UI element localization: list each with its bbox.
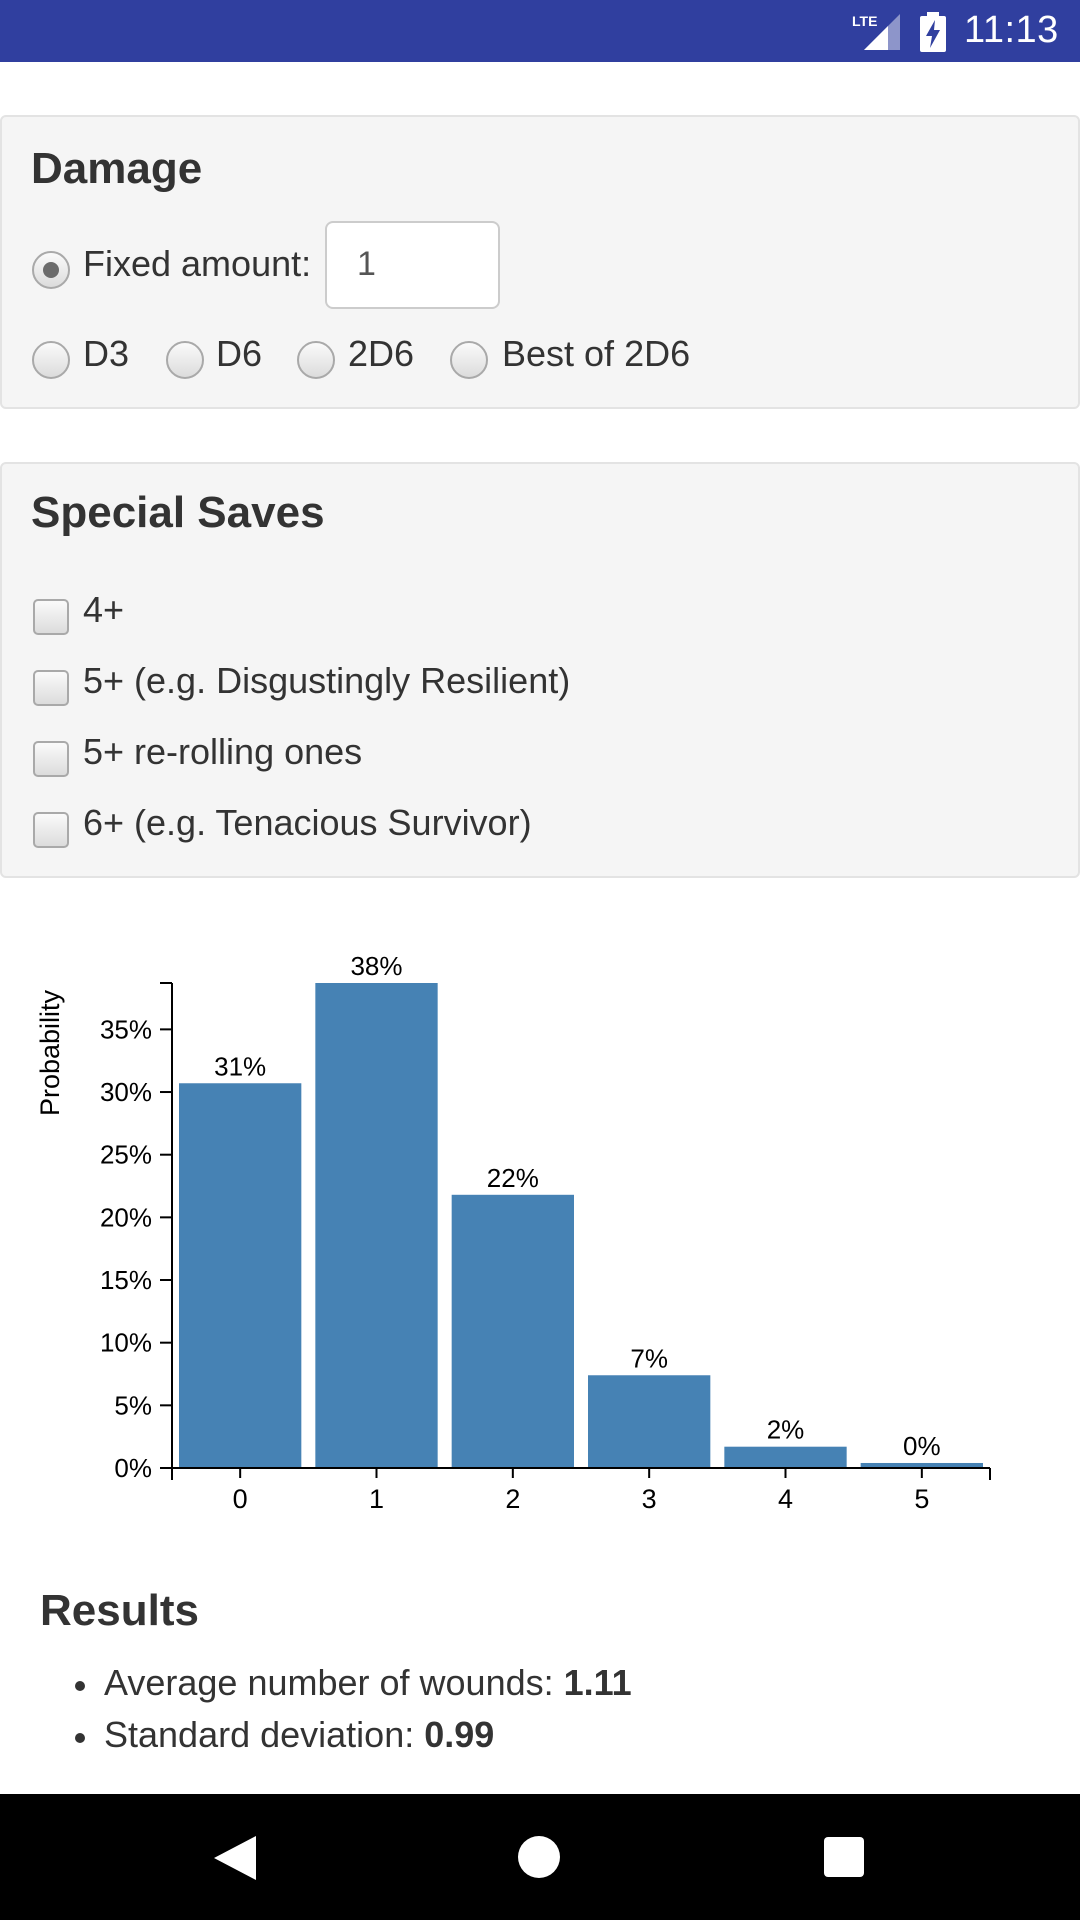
radio-fixed-amount[interactable] — [32, 251, 70, 289]
checkbox-save-4plus[interactable] — [33, 599, 69, 635]
x-tick-label-3: 3 — [642, 1484, 657, 1514]
d6-label: D6 — [216, 333, 263, 374]
damage-title: Damage — [31, 144, 203, 193]
result-stddev-value: 0.99 — [424, 1714, 495, 1755]
data-label-2: 22% — [487, 1163, 539, 1193]
home-icon[interactable] — [518, 1836, 560, 1878]
chart-svg: Probability 31% 38% 22% 7% 2% 0% 0 1 2 3 4 5 0% 5% 10… — [35, 951, 991, 1514]
y-tick-label-15: 15% — [100, 1265, 152, 1295]
svg-text:LTE: LTE — [852, 13, 877, 29]
checkbox-save-6plus[interactable] — [33, 812, 69, 848]
save-6plus-label: 6+ (e.g. Tenacious Survivor) — [83, 802, 532, 843]
radio-best-of-2d6[interactable] — [450, 341, 488, 379]
y-tick-label-0: 0% — [114, 1453, 152, 1483]
x-tick-label-0: 0 — [233, 1484, 248, 1514]
status-bar: LTE 11:13 — [0, 0, 1080, 62]
radio-d3[interactable] — [32, 341, 70, 379]
x-tick-label-2: 2 — [505, 1484, 520, 1514]
checkbox-save-5plus[interactable] — [33, 670, 69, 706]
bar-3 — [588, 1375, 711, 1468]
y-tick-label-10: 10% — [100, 1328, 152, 1358]
y-axis-label: Probability — [35, 989, 65, 1116]
navigation-bar — [0, 1794, 1080, 1920]
fixed-amount-label: Fixed amount: — [83, 243, 312, 284]
data-label-3: 7% — [630, 1343, 668, 1373]
result-average-wounds: Average number of wounds: 1.11 — [75, 1662, 632, 1704]
result-average-value: 1.11 — [563, 1662, 632, 1703]
battery-charging-icon — [920, 12, 946, 52]
y-tick-label-35: 35% — [100, 1014, 152, 1044]
radio-2d6[interactable] — [297, 341, 335, 379]
y-tick-label-25: 25% — [100, 1140, 152, 1170]
result-average-label: Average number of wounds: — [104, 1662, 564, 1703]
radio-d6[interactable] — [166, 341, 204, 379]
recents-icon[interactable] — [824, 1837, 864, 1877]
data-label-4: 2% — [767, 1415, 805, 1445]
result-stddev-label: Standard deviation: — [104, 1714, 425, 1755]
data-label-1: 38% — [350, 951, 402, 981]
fixed-amount-input[interactable]: 1 — [325, 221, 500, 309]
bar-2 — [451, 1194, 574, 1468]
x-tick-label-1: 1 — [369, 1484, 384, 1514]
2d6-label: 2D6 — [348, 333, 415, 374]
special-saves-panel: Special Saves 4+ 5+ (e.g. Disgustingly R… — [0, 462, 1080, 878]
y-tick-label-5: 5% — [114, 1390, 152, 1420]
lte-signal-icon: LTE — [852, 13, 900, 50]
save-4plus-label: 4+ — [83, 589, 125, 630]
x-tick-label-5: 5 — [914, 1484, 929, 1514]
checkbox-save-5plus-reroll[interactable] — [33, 741, 69, 777]
bar-0 — [179, 1083, 302, 1468]
wounds-probability-chart: Probability 31% 38% 22% 7% 2% 0% 0 1 2 3 4 5 0% 5% 10… — [0, 900, 1080, 1540]
results-title: Results — [40, 1586, 199, 1635]
bar-5 — [860, 1462, 983, 1468]
y-tick-label-20: 20% — [100, 1202, 152, 1232]
damage-panel: Damage Fixed amount: 1 D3 D6 2D6 Best of… — [0, 115, 1080, 409]
result-standard-deviation: Standard deviation: 0.99 — [74, 1714, 495, 1756]
save-5plus-reroll-label: 5+ re-rolling ones — [83, 731, 363, 772]
x-tick-label-4: 4 — [778, 1484, 793, 1514]
save-5plus-label: 5+ (e.g. Disgustingly Resilient) — [83, 660, 571, 701]
y-tick-label-30: 30% — [100, 1077, 152, 1107]
status-time: 11:13 — [964, 9, 1059, 51]
special-saves-title: Special Saves — [31, 488, 325, 537]
bar-1 — [315, 983, 438, 1468]
data-label-5: 0% — [903, 1431, 941, 1461]
d3-label: D3 — [83, 333, 130, 374]
best-of-2d6-label: Best of 2D6 — [502, 333, 691, 374]
data-label-0: 31% — [214, 1051, 266, 1081]
bar-4 — [724, 1446, 847, 1468]
back-icon[interactable] — [214, 1836, 256, 1880]
